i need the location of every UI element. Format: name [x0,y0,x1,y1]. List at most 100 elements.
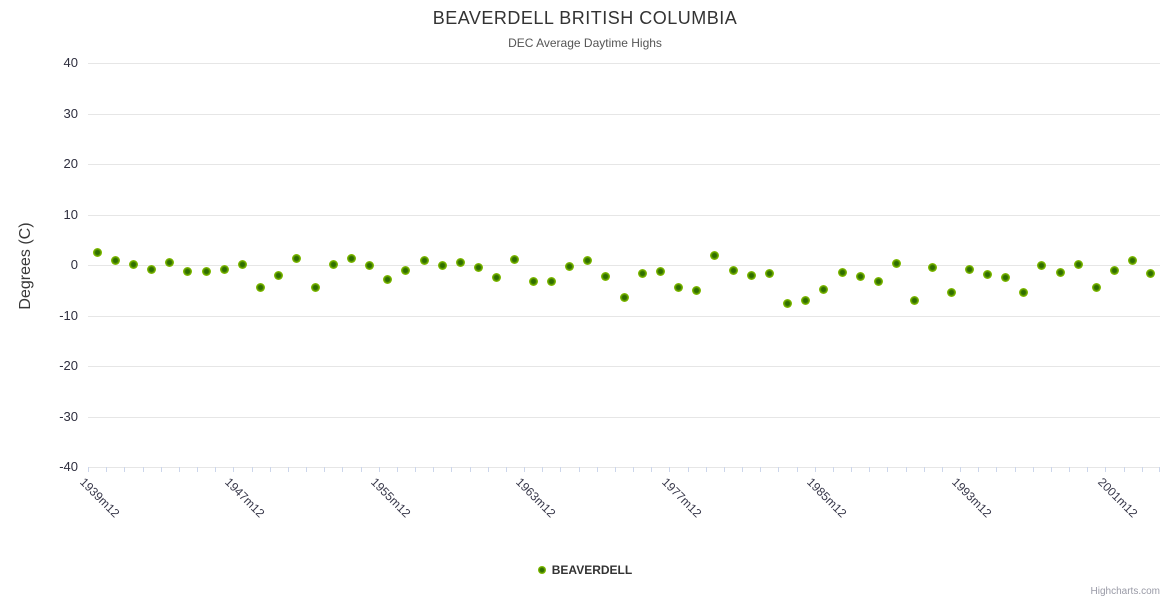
data-point[interactable] [1091,282,1101,292]
x-axis-tick [1032,467,1034,472]
data-point[interactable] [474,263,484,273]
data-point[interactable] [437,260,447,270]
x-axis-tick [342,467,344,472]
x-axis-tick [978,467,980,472]
y-axis-tick-label: -10 [59,307,78,323]
data-point[interactable] [619,293,629,303]
data-point[interactable] [928,263,938,273]
y-axis-tick-label: -20 [59,358,78,373]
x-axis-tick [1159,467,1160,472]
y-axis-tick-label: 30 [63,105,78,121]
data-point[interactable] [564,262,574,271]
y-axis-tick-label: 0 [70,257,78,272]
data-point[interactable] [655,266,665,276]
y-axis-tick-label: 20 [63,156,78,171]
x-axis-tick [941,467,943,472]
data-point[interactable] [1019,287,1029,297]
data-point[interactable] [910,296,920,306]
data-point[interactable] [601,271,611,281]
x-axis-tick [960,467,962,472]
x-axis-tick [215,467,217,472]
data-point[interactable] [292,254,302,264]
data-point[interactable] [1073,259,1083,269]
x-axis-tick [433,467,435,472]
data-point[interactable] [401,266,411,276]
data-point[interactable] [256,282,266,292]
data-point[interactable] [419,256,429,266]
data-point[interactable] [110,256,120,266]
x-axis-tick [851,467,853,472]
chart-title: BEAVERDELL BRITISH COLUMBIA [432,8,738,28]
data-point[interactable] [92,247,102,257]
data-point[interactable] [365,260,375,270]
data-point[interactable] [674,283,683,293]
x-axis-tick [669,467,671,472]
x-axis-tick-label: 1947m12 [222,475,268,521]
x-axis-tick [814,467,816,472]
x-axis-tick [1087,467,1089,472]
data-point[interactable] [237,259,247,269]
data-point[interactable] [274,271,284,281]
x-axis-tick [778,467,780,472]
y-axis-tick-label: 40 [63,55,78,70]
data-point[interactable] [528,276,538,286]
x-axis-tick [396,467,398,472]
data-point[interactable] [455,257,465,267]
data-point[interactable] [892,258,902,268]
data-point[interactable] [183,267,193,277]
data-point[interactable] [837,268,847,278]
data-point[interactable] [201,267,211,277]
data-point[interactable] [1037,260,1047,270]
data-point[interactable] [783,298,793,308]
data-point[interactable] [128,259,138,269]
data-point[interactable] [328,259,338,269]
x-axis-tick [160,467,162,472]
x-axis-tick [887,467,889,472]
data-point[interactable] [982,269,992,279]
legend-series-label[interactable]: BEAVERDELL [551,563,633,577]
data-point[interactable] [964,265,974,275]
data-point[interactable] [1001,273,1011,283]
data-point[interactable] [728,265,738,275]
data-point[interactable] [746,271,756,281]
data-point[interactable] [165,257,175,267]
data-point[interactable] [764,269,774,279]
data-point[interactable] [383,275,393,285]
y-gridline [88,63,1160,64]
data-point[interactable] [801,295,811,305]
y-gridline [88,366,1160,367]
data-point[interactable] [346,254,356,264]
x-axis-tick [1014,467,1016,472]
x-axis-tick [723,467,725,472]
data-point[interactable] [637,269,647,279]
data-point[interactable] [1110,265,1120,275]
data-point[interactable] [492,272,502,282]
x-axis-tick [578,467,580,472]
data-point[interactable] [873,276,883,286]
x-axis-tick [542,467,544,472]
x-axis-tick-label: 2001m12 [1094,475,1140,521]
data-point[interactable] [855,272,865,282]
highcharts-credits-link[interactable]: Highcharts.com [1090,586,1160,597]
data-point[interactable] [1146,269,1156,279]
data-point[interactable] [946,288,956,298]
data-point[interactable] [692,285,702,295]
data-point[interactable] [1055,268,1065,278]
legend-series-marker-icon[interactable] [537,566,546,574]
data-point[interactable] [310,282,320,292]
data-point[interactable] [819,285,829,295]
x-axis-tick [324,467,326,472]
x-axis-tick [651,467,653,472]
y-gridline [88,214,1160,216]
data-point[interactable] [710,250,720,260]
data-point[interactable] [510,254,520,264]
data-point[interactable] [583,255,593,265]
data-point[interactable] [1128,256,1138,266]
x-axis-tick [560,467,562,472]
data-point[interactable] [219,265,229,275]
x-axis-tick [742,467,744,472]
data-point[interactable] [147,265,157,275]
x-axis-tick [197,467,199,472]
x-axis-tick [1123,467,1125,472]
data-point[interactable] [546,277,556,287]
